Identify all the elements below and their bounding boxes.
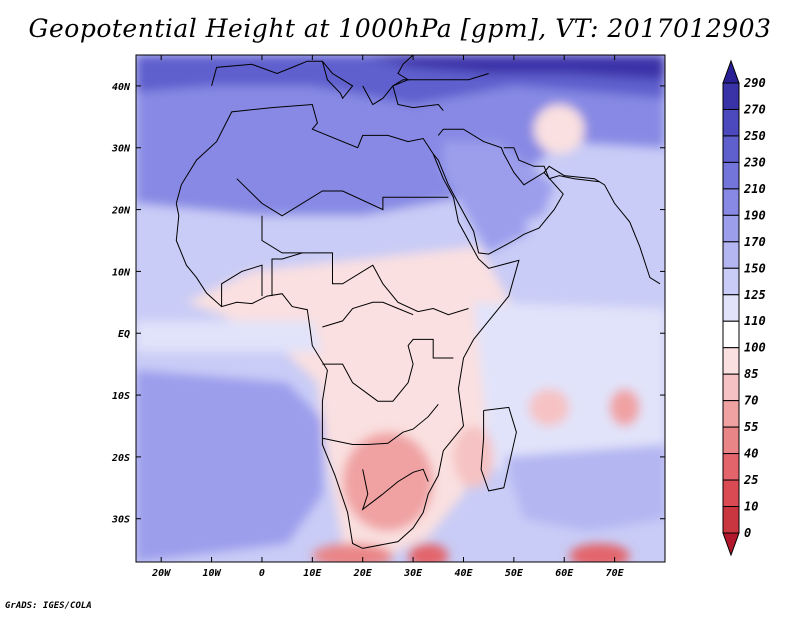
colorbar-segment — [722, 426, 740, 455]
colorbar-label: 100 — [744, 341, 766, 355]
boundary-line — [322, 301, 414, 328]
colorbar-segment — [722, 267, 740, 296]
field-region-southern-ocean-low-70e — [569, 543, 630, 562]
colorbar-label: 210 — [743, 182, 766, 196]
field-region-gulf-of-guinea — [136, 320, 323, 352]
field-region-low-near-57e-12s — [528, 388, 570, 426]
colorbar-label: 40 — [744, 447, 758, 461]
boundary-line — [432, 128, 564, 255]
field-region-mascarene-high — [503, 444, 665, 532]
y-tick-label: EQ — [118, 329, 130, 340]
colorbar-label: 110 — [744, 314, 766, 328]
x-tick-label: 70E — [606, 568, 625, 579]
x-tick-label: 60E — [555, 568, 574, 579]
colorbar-label: 290 — [743, 76, 766, 90]
x-tick-label: 50E — [505, 568, 524, 579]
colorbar-label: 150 — [744, 261, 766, 275]
y-tick-label: 20S — [111, 453, 130, 464]
boundary-line — [503, 147, 600, 183]
colorbar-segment — [722, 135, 740, 163]
x-tick-label: 20W — [151, 568, 171, 579]
colorbar-label: 25 — [743, 473, 758, 487]
boundary-line — [271, 252, 303, 297]
x-tick-label: 30E — [403, 568, 423, 579]
field-region-south-of-cape — [312, 543, 393, 562]
y-tick-label: 10N — [112, 267, 131, 278]
colorbar-label: 10 — [744, 500, 758, 514]
boundary-line — [175, 103, 520, 549]
grads-credit: GrADS: IGES/COLA — [5, 601, 92, 611]
colorbar-label: 250 — [743, 129, 766, 143]
colorbar-label: 85 — [744, 367, 758, 381]
boundary-line — [392, 73, 489, 111]
colorbar-segment — [722, 453, 740, 481]
field-region-mozambique-channel-low — [453, 425, 494, 488]
field-region-southern-ocean-low-33e — [408, 543, 449, 562]
colorbar-segment — [722, 214, 740, 243]
x-tick-label: 0 — [259, 568, 265, 579]
colorbar-segment — [722, 188, 740, 216]
colorbar-segment — [722, 400, 740, 428]
x-tick-label: 10W — [203, 568, 222, 579]
plot-frame — [135, 54, 666, 563]
boundary-line — [361, 468, 429, 511]
x-tick-label: 40E — [454, 568, 473, 579]
boundary-line — [480, 406, 517, 492]
colorbar-segment — [722, 320, 740, 349]
y-tick-label: 30S — [111, 515, 130, 526]
y-tick-label: 40N — [112, 82, 131, 93]
colorbar-segment — [722, 506, 740, 534]
boundary-line — [211, 60, 354, 100]
colorbar-segment — [722, 294, 740, 322]
x-tick-label: 10E — [303, 568, 322, 579]
colorbar-label: 0 — [744, 526, 751, 540]
colorbar-segment — [722, 161, 740, 190]
colorbar-segment — [722, 347, 740, 375]
field-region-eastern-europe-black-sea — [362, 55, 665, 80]
field-region-sahara-north-africa — [136, 55, 665, 216]
boundary-line — [221, 264, 263, 307]
field-region-iran-afghanistan-heat-low — [534, 104, 585, 154]
colorbar-label: 170 — [744, 235, 766, 249]
field-region-south-atlantic-high — [136, 370, 323, 562]
colorbar-segment — [722, 108, 740, 137]
colorbar-extend-top — [722, 59, 740, 84]
boundary-line — [362, 55, 414, 106]
y-tick-label: 20N — [111, 206, 131, 217]
field-region-western-indian-ocean — [473, 302, 665, 470]
boundary-line — [543, 165, 661, 285]
colorbar-label: 125 — [744, 288, 766, 302]
field-region-low-near-72e-12s — [609, 388, 640, 426]
field-region-southern-africa-heat-low — [342, 432, 434, 532]
colorbar-label: 55 — [744, 420, 758, 434]
colorbar-segment — [722, 373, 740, 402]
field-region-arabian-sea — [523, 184, 665, 284]
colorbar-segment — [722, 241, 740, 269]
colorbar-label: 70 — [744, 394, 758, 408]
y-tick-label: 10S — [112, 391, 130, 402]
colorbar-segment — [722, 479, 740, 508]
colorbar-extend-bottom — [722, 532, 740, 557]
y-tick-label: 30N — [111, 144, 131, 155]
boundary-line — [236, 178, 449, 217]
boundary-line — [322, 338, 454, 402]
boundary-line — [322, 403, 439, 445]
boundary-line — [261, 215, 469, 316]
colorbar-label: 230 — [743, 155, 766, 169]
colorbar-segment — [722, 82, 740, 110]
x-tick-label: 20E — [353, 568, 373, 579]
chart-title: Geopotential Height at 1000hPa [gpm], VT… — [28, 14, 772, 43]
colorbar-label: 270 — [743, 102, 766, 116]
colorbar-label: 190 — [744, 208, 766, 222]
